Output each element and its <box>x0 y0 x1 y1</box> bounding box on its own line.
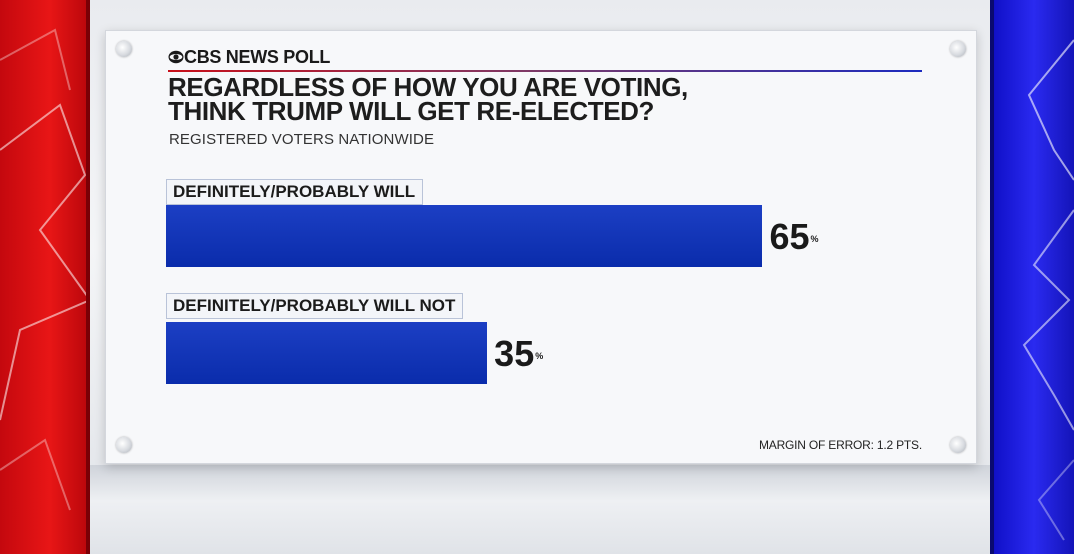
value-label: 65% <box>769 216 819 257</box>
percent-sign: % <box>535 351 544 361</box>
blue-panel-edge <box>990 0 994 554</box>
panel-bolt <box>950 41 966 57</box>
star-outline-decoration <box>0 28 90 511</box>
header-rule <box>168 70 922 72</box>
bar <box>166 322 488 384</box>
panel-bolt <box>116 437 132 453</box>
margin-of-error: MARGIN OF ERROR: 1.2 PTS. <box>758 438 922 452</box>
blue-side-panel <box>994 0 1074 554</box>
poll-question: REGARDLESS OF HOW YOU ARE VOTING, THINK … <box>168 72 928 126</box>
poll-population: REGISTERED VOTERS NATIONWIDE <box>169 131 435 148</box>
bar <box>166 205 763 267</box>
percent-sign: % <box>810 234 819 244</box>
brand-header: CBS NEWS POLL <box>168 47 330 68</box>
studio-floor <box>90 465 990 554</box>
star-outline-decoration <box>1022 39 1074 541</box>
value-label: 35% <box>494 333 544 374</box>
cbs-eye-icon <box>168 50 184 64</box>
poll-panel: CBS NEWS POLL REGARDLESS OF HOW YOU ARE … <box>105 30 977 464</box>
category-label: DEFINITELY/PROBABLY WILL NOT <box>166 293 464 319</box>
category-label: DEFINITELY/PROBABLY WILL <box>166 179 424 205</box>
question-line-1: REGARDLESS OF HOW YOU ARE VOTING, <box>168 72 688 102</box>
panel-bolt <box>950 437 966 453</box>
panel-bolt <box>116 41 132 57</box>
question-line-2: THINK TRUMP WILL GET RE-ELECTED? <box>168 96 654 126</box>
brand-text: CBS NEWS POLL <box>184 47 331 67</box>
red-side-panel <box>0 0 90 554</box>
red-panel-edge <box>86 0 90 554</box>
